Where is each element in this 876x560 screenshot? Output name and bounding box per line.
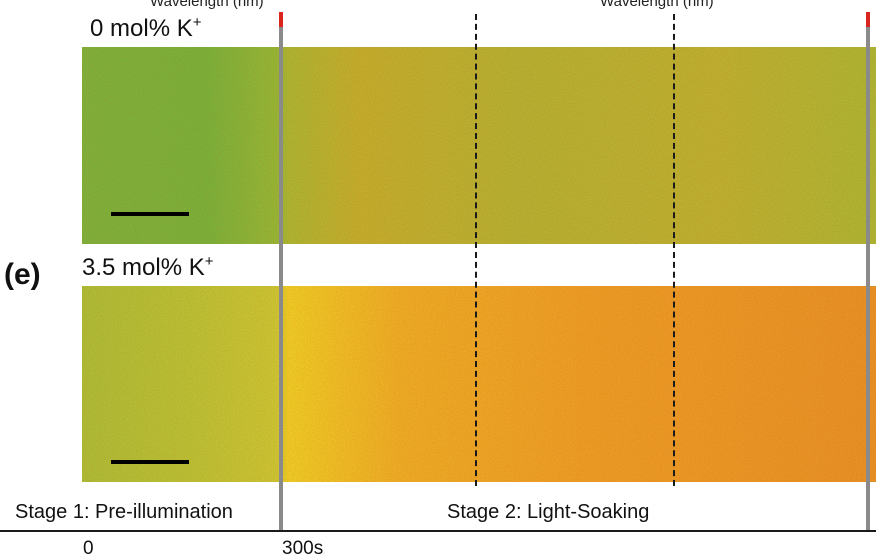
row-label-3-5mol: 3.5 mol% K+ [82,253,213,282]
end-boundary-cap [866,12,870,27]
right-axis-label: Wavelength (nm) [600,0,714,10]
time-tick-0: 0 [83,538,94,559]
dashed-divider-1 [475,14,477,486]
row-label-3-5mol-sup: + [204,253,214,270]
row-label-0mol: 0 mol% K+ [90,14,201,43]
pl-image-3-5mol-svg [82,286,876,482]
panel-letter: (e) [4,258,41,291]
stage-2-label: Stage 2: Light-Soaking [447,501,650,523]
scale-bar-3-5mol [111,460,189,464]
row-label-0mol-text: 0 mol% K [90,15,193,42]
time-tick-300s: 300s [282,538,324,559]
row-label-3-5mol-text: 3.5 mol% K [82,254,205,281]
left-axis-label: Wavelength (nm) [150,0,264,10]
stage-boundary-cap [279,12,283,27]
pl-image-0mol [82,47,876,244]
stage-1-label: Stage 1: Pre-illumination [15,501,233,523]
stage-boundary-line [279,12,283,531]
pl-image-3-5mol [82,286,876,482]
end-boundary-line [866,12,870,531]
scale-bar-0mol [111,212,189,216]
dashed-divider-2 [673,14,675,486]
pl-image-0mol-svg [82,47,876,244]
time-axis [0,530,876,532]
row-label-0mol-sup: + [192,14,202,31]
